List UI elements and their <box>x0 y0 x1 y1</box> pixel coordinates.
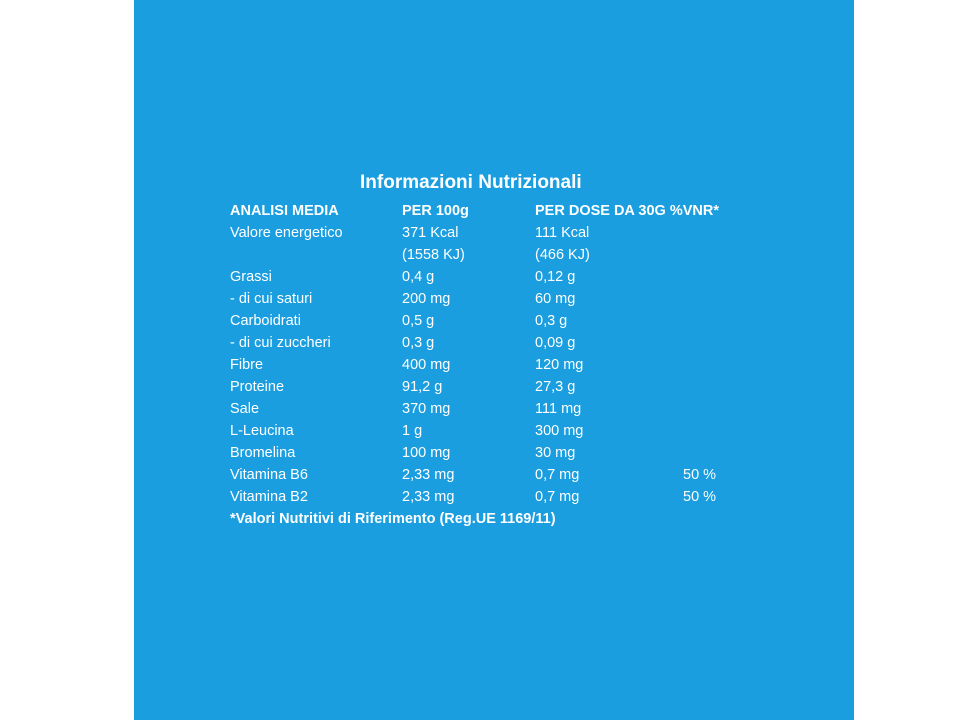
table-cell-c1: 400 mg <box>402 357 451 373</box>
table-cell-c2: 0,12 g <box>535 269 576 285</box>
table-cell-c2: 120 mg <box>535 357 584 373</box>
table-cell-c1: 2,33 mg <box>402 467 455 483</box>
table-cell-c1: (1558 KJ) <box>402 247 465 263</box>
table-cell-c0: Vitamina B2 <box>230 489 308 505</box>
table-cell-c0: Bromelina <box>230 445 296 461</box>
table-cell-c0: Grassi <box>230 269 272 285</box>
table-cell-c1: 200 mg <box>402 291 451 307</box>
footnote-text: *Valori Nutritivi di Riferimento (Reg.UE… <box>230 511 556 527</box>
table-cell-c0: L-Leucina <box>230 423 294 439</box>
table-cell-c2: 60 mg <box>535 291 576 307</box>
table-cell-c2: 30 mg <box>535 445 576 461</box>
table-cell-c1: 0,4 g <box>402 269 435 285</box>
table-cell-c1: 100 mg <box>402 445 451 461</box>
table-cell-c2: 0,7 mg <box>535 489 580 505</box>
table-cell-c0: Proteine <box>230 379 285 395</box>
table-title: Informazioni Nutrizionali <box>360 172 582 193</box>
table-cell-c3: 50 % <box>683 467 717 483</box>
table-cell-c1: 370 mg <box>402 401 451 417</box>
table-cell-c1: 0,3 g <box>402 335 435 351</box>
table-cell-c2: 0,7 mg <box>535 467 580 483</box>
table-cell-c1: 0,5 g <box>402 313 435 329</box>
table-cell-c2: 0,3 g <box>535 313 568 329</box>
table-cell-c0: - di cui zuccheri <box>230 335 331 351</box>
table-cell-c1: 371 Kcal <box>402 225 459 241</box>
table-cell-c1: 91,2 g <box>402 379 443 395</box>
table-cell-c0: Fibre <box>230 357 264 373</box>
header-per-100g: PER 100g <box>402 203 469 219</box>
table-cell-c2: 0,09 g <box>535 335 576 351</box>
table-cell-c0: Sale <box>230 401 260 417</box>
table-cell-c0: - di cui saturi <box>230 291 313 307</box>
table-cell-c1: 2,33 mg <box>402 489 455 505</box>
table-cell-c0: Vitamina B6 <box>230 467 308 483</box>
table-cell-c2: 111 mg <box>535 401 582 417</box>
header-per-dose: PER DOSE DA 30G %VNR* <box>535 203 719 219</box>
blue-panel <box>134 0 854 720</box>
table-cell-c0: Valore energetico <box>230 225 343 241</box>
table-cell-c2: (466 KJ) <box>535 247 590 263</box>
header-analisi: ANALISI MEDIA <box>230 203 339 219</box>
table-cell-c2: 111 Kcal <box>535 225 590 241</box>
table-cell-c2: 27,3 g <box>535 379 576 395</box>
table-cell-c2: 300 mg <box>535 423 584 439</box>
table-cell-c1: 1 g <box>402 423 423 439</box>
table-cell-c3: 50 % <box>683 489 717 505</box>
table-cell-c0: Carboidrati <box>230 313 301 329</box>
